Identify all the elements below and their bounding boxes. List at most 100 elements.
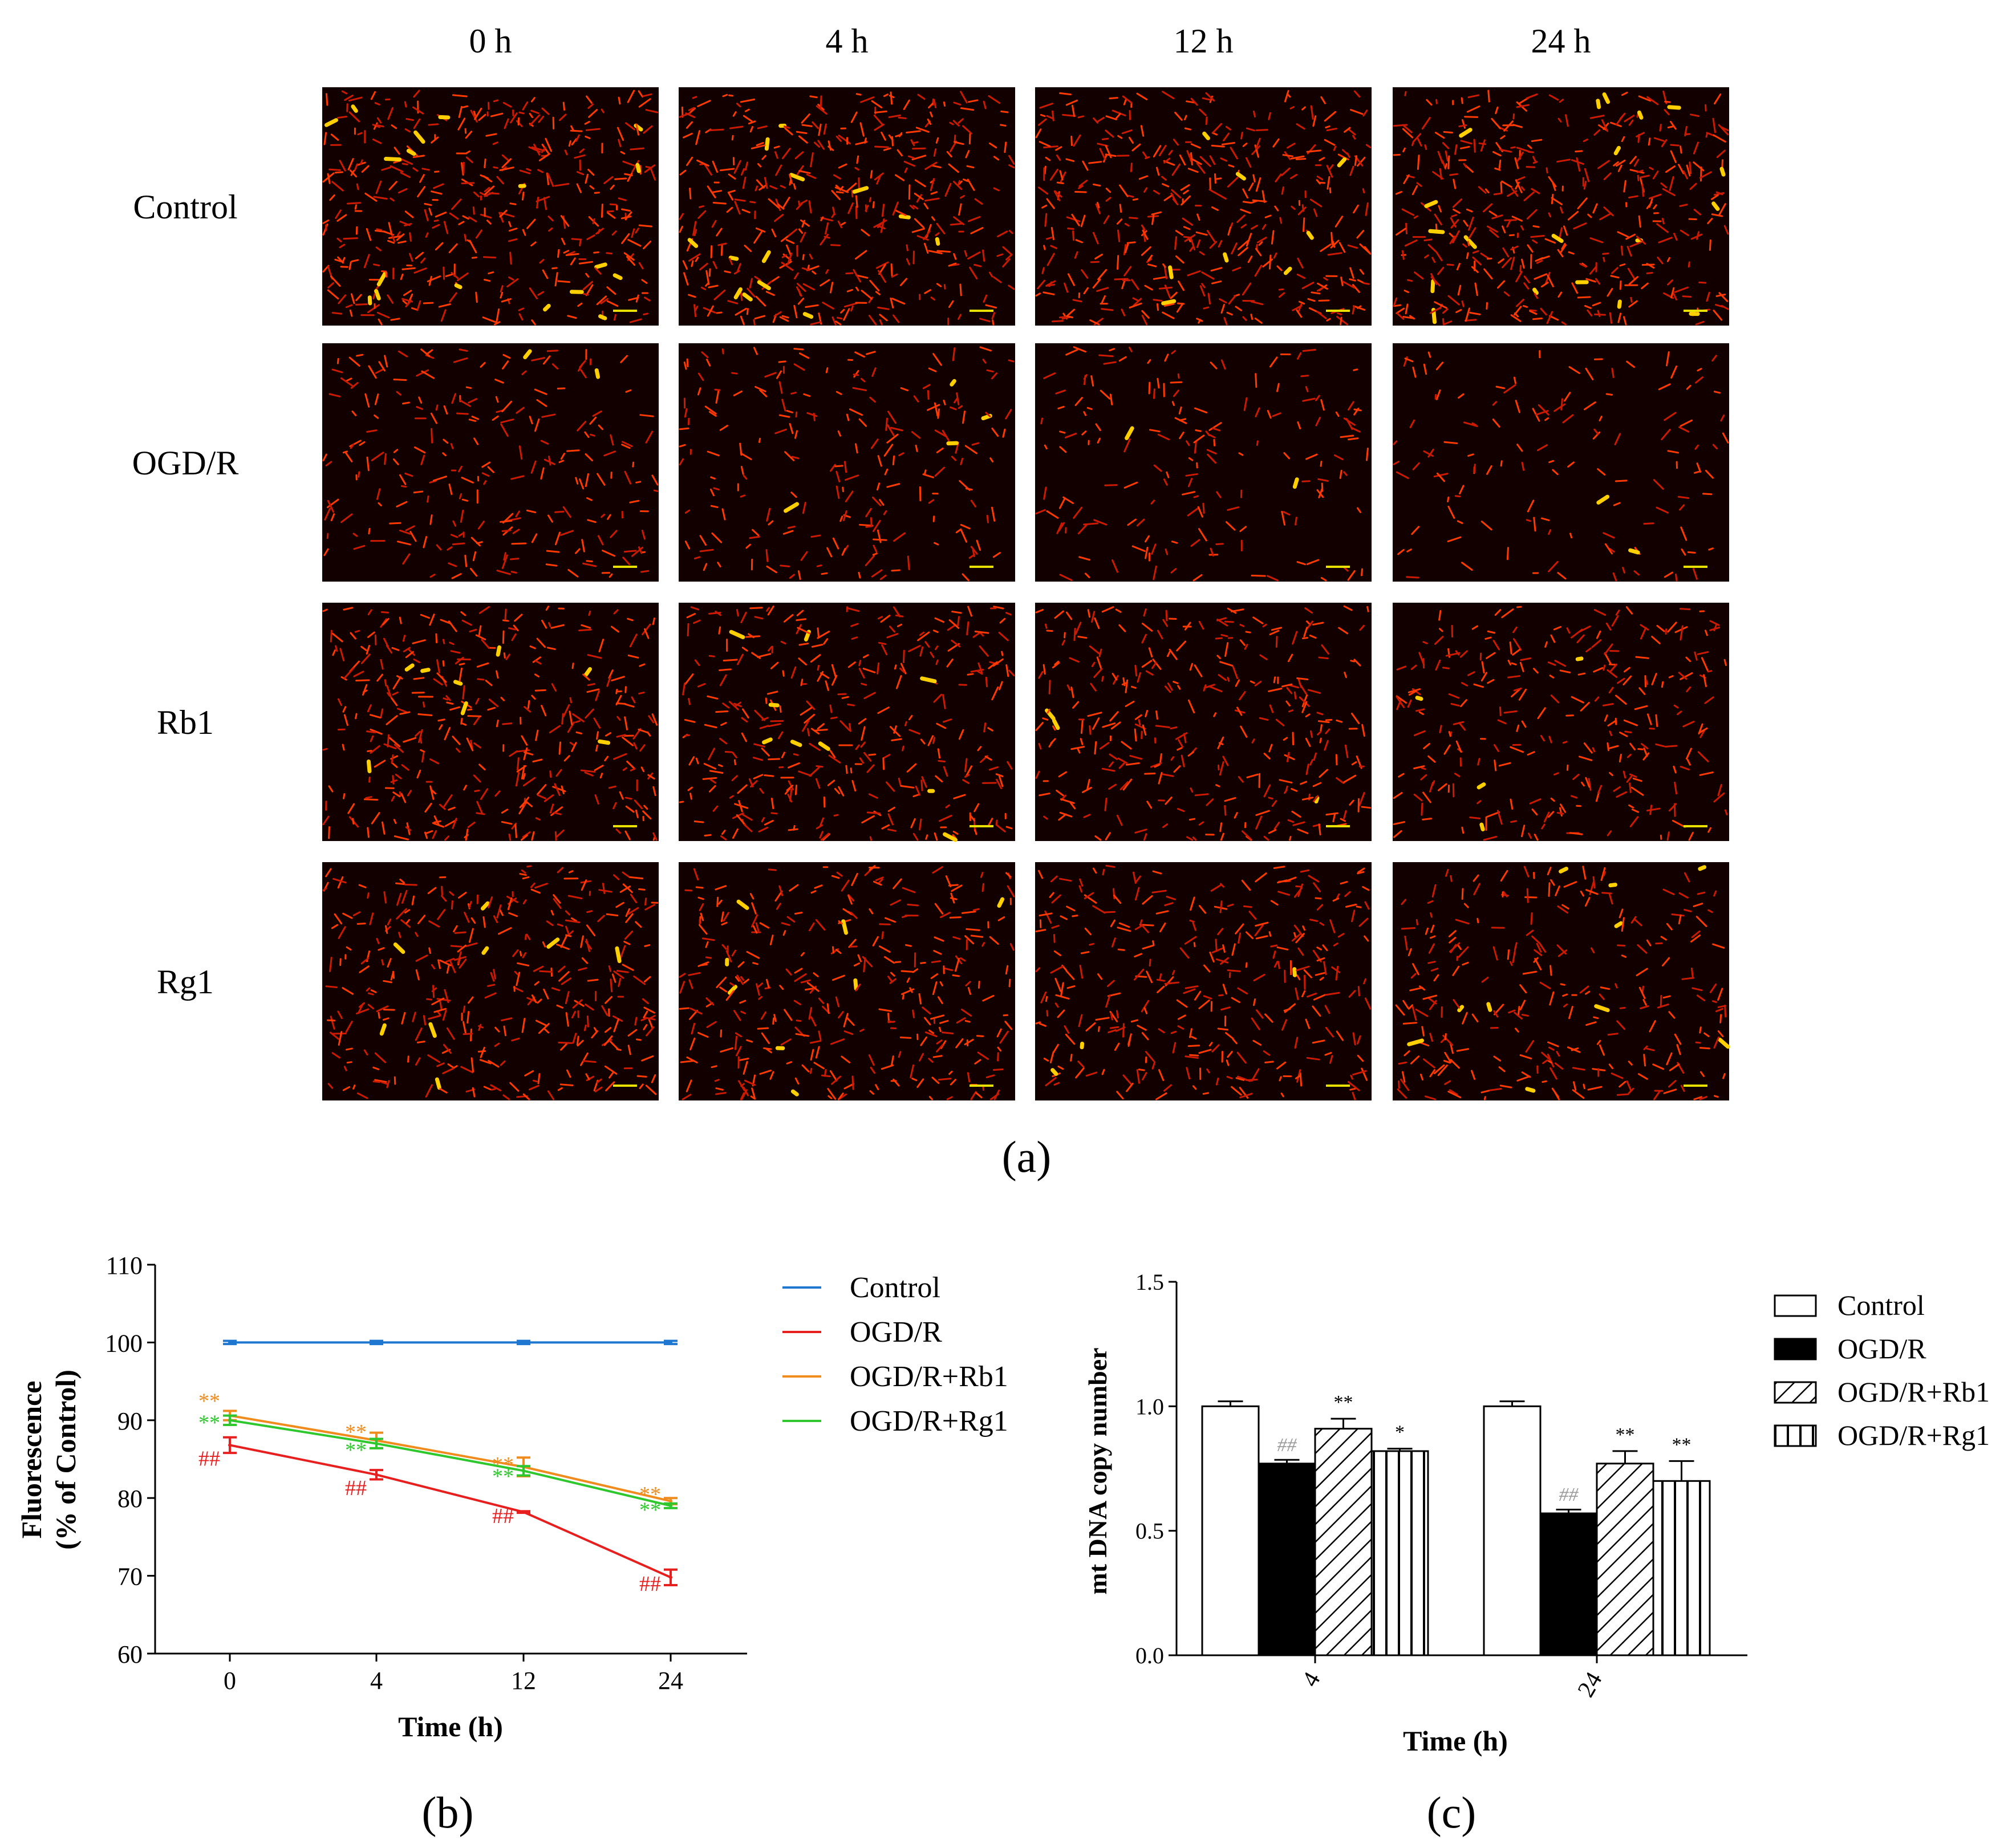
cell-structure (1296, 123, 1305, 130)
cell-structure (581, 879, 587, 891)
cell-structure (1404, 935, 1408, 951)
cell-structure (884, 956, 895, 964)
cell-structure (1066, 985, 1076, 989)
cell-structure (1090, 375, 1094, 387)
cell-structure (1434, 132, 1445, 139)
cell-structure (932, 866, 943, 874)
cell-structure (1283, 1008, 1291, 1012)
cell-structure (886, 483, 900, 488)
cell-structure (554, 783, 561, 797)
cell-structure (765, 549, 769, 562)
cell-structure (731, 135, 734, 141)
cell-structure (554, 510, 565, 513)
cell-structure (1239, 526, 1247, 533)
cell-structure (688, 107, 695, 111)
cell-structure (728, 255, 739, 261)
cell-structure (442, 639, 445, 644)
cell-structure (768, 520, 774, 526)
cell-structure (918, 1053, 924, 1062)
cell-structure (473, 742, 481, 749)
cell-structure (554, 531, 561, 546)
cell-structure (345, 304, 353, 308)
cell-structure (396, 231, 401, 237)
cell-structure (711, 220, 717, 228)
cell-structure (1572, 1067, 1585, 1071)
cell-structure (342, 987, 354, 995)
cell-structure (613, 609, 619, 615)
cell-structure (1306, 1057, 1320, 1061)
cell-structure (499, 209, 508, 218)
cell-structure (526, 933, 531, 940)
cell-structure (1680, 419, 1693, 427)
cell-structure (1101, 767, 1116, 772)
cell-structure (1400, 1078, 1410, 1091)
cell-structure (1267, 409, 1272, 419)
cell-structure (1483, 268, 1493, 280)
cell-structure (384, 157, 402, 162)
cell-structure (823, 796, 826, 808)
cell-structure (470, 537, 481, 547)
cell-structure (1069, 657, 1080, 663)
cell-structure (957, 616, 960, 627)
cell-structure (460, 717, 463, 725)
cell-structure (1319, 977, 1324, 981)
cell-structure (1433, 473, 1449, 478)
cell-structure (1560, 244, 1567, 254)
cell-structure (1617, 677, 1625, 684)
cell-structure (1435, 251, 1443, 262)
cell-structure (1046, 510, 1059, 519)
cell-structure (1219, 900, 1223, 913)
cell-structure (754, 275, 761, 282)
cell-structure (1005, 254, 1013, 261)
cell-structure (400, 793, 407, 803)
cell-structure (521, 765, 525, 780)
cell-structure (1220, 1006, 1231, 1011)
cell-structure (720, 245, 723, 256)
cell-structure (1563, 881, 1577, 888)
cell-structure (1615, 694, 1627, 705)
cell-structure (789, 574, 795, 579)
cell-structure (1201, 271, 1215, 280)
cell-structure (481, 639, 490, 649)
cell-structure (1553, 772, 1559, 776)
cell-structure (525, 801, 533, 807)
cell-structure (341, 90, 348, 95)
cell-structure (1684, 133, 1691, 136)
cell-structure (1518, 688, 1527, 701)
cell-structure (1472, 257, 1482, 266)
cell-structure (1348, 990, 1356, 998)
cell-structure (1221, 141, 1235, 145)
cell-structure (507, 897, 513, 911)
cell-structure (735, 976, 740, 982)
cell-structure (615, 828, 621, 834)
cell-structure (1049, 1051, 1054, 1063)
cell-structure (1473, 139, 1476, 153)
cell-structure (1152, 940, 1155, 946)
cell-structure (1671, 913, 1685, 917)
cell-structure (809, 253, 813, 260)
cell-structure (829, 704, 833, 713)
cell-structure (510, 475, 525, 480)
cell-structure (679, 444, 686, 448)
cell-structure (1066, 905, 1076, 912)
cell-structure (749, 126, 754, 133)
cell-structure (635, 1038, 642, 1041)
cell-structure (1278, 288, 1284, 291)
cell-structure (869, 836, 873, 841)
cell-structure (542, 355, 551, 365)
cell-structure (750, 1095, 756, 1100)
cell-structure (1142, 151, 1148, 159)
cell-structure (1137, 1025, 1147, 1031)
cell-structure (343, 607, 354, 611)
cell-structure (841, 879, 850, 892)
cell-structure (759, 787, 764, 794)
cell-structure (1245, 1078, 1258, 1081)
cell-structure (550, 909, 554, 916)
cell-structure (1439, 725, 1442, 733)
cell-structure (1520, 657, 1532, 661)
cell-structure (1141, 246, 1151, 256)
cell-structure (712, 805, 719, 812)
cell-structure (1697, 891, 1706, 895)
cell-structure (784, 502, 800, 513)
cell-structure (1255, 407, 1260, 417)
